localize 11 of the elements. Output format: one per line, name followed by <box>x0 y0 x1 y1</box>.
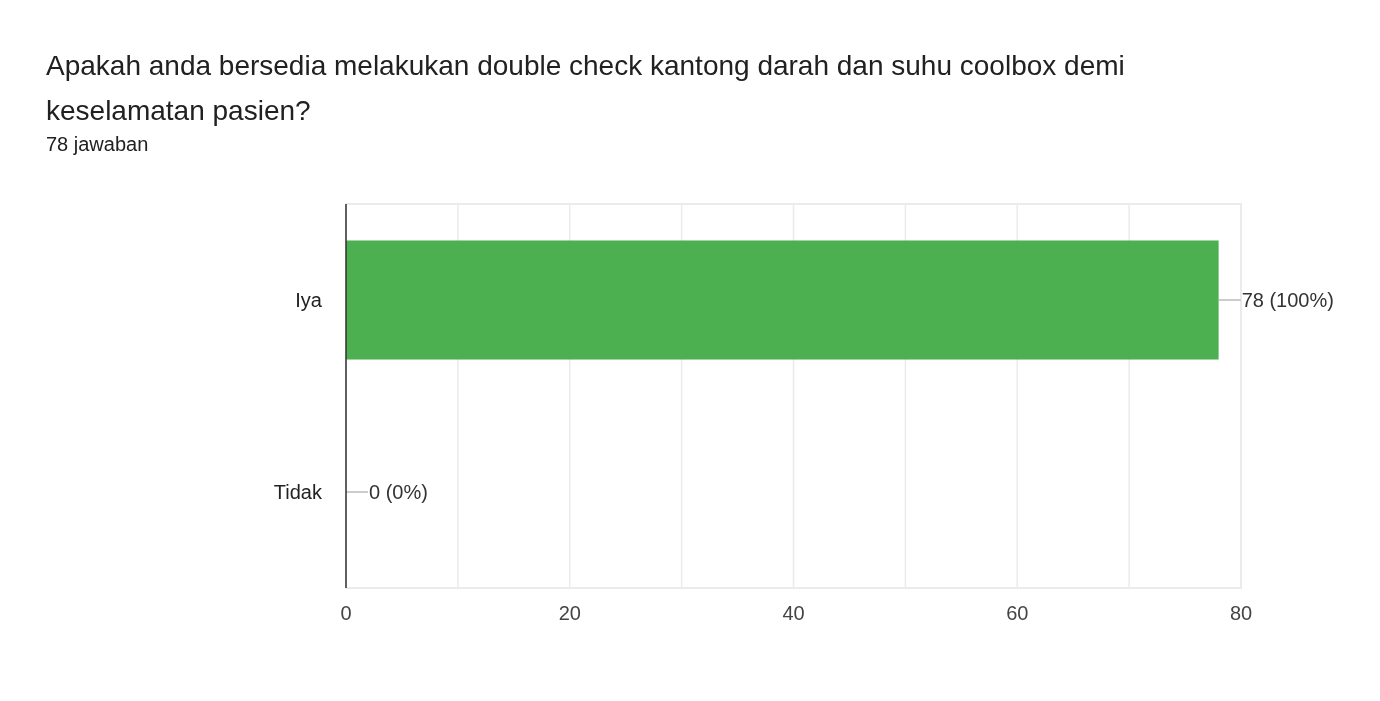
x-tick-label: 40 <box>782 602 805 624</box>
x-tick-label: 20 <box>558 602 581 624</box>
y-tick-label: Iya <box>295 289 323 311</box>
x-tick-label: 0 <box>340 602 352 624</box>
x-tick-label: 80 <box>1229 602 1253 624</box>
data-label: 0 (0%) <box>369 481 428 503</box>
data-label: 78 (100%) <box>1241 289 1334 311</box>
x-tick-label: 60 <box>1006 602 1029 624</box>
chart-title: Apakah anda bersedia melakukan double check kantong darah dan suhu coolbox demi keselamatan pasien? <box>46 50 1125 126</box>
y-tick-label: Tidak <box>273 481 323 503</box>
text: 78 jawaban <box>46 133 149 155</box>
